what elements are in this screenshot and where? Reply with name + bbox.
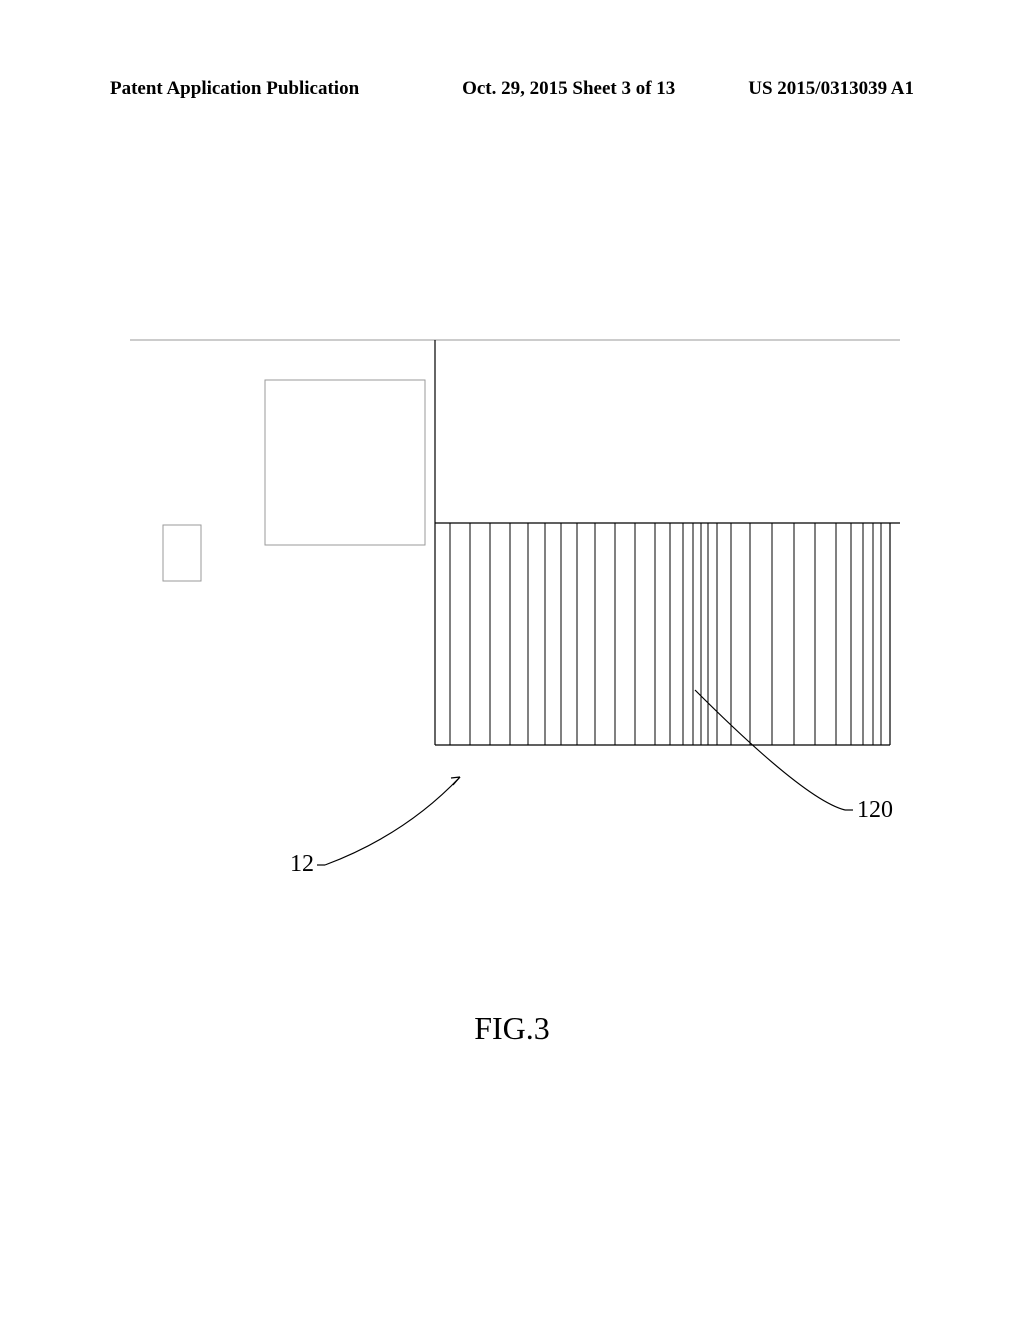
page-header: Patent Application Publication Oct. 29, … <box>0 78 1024 100</box>
svg-text:12: 12 <box>290 851 314 877</box>
publication-number: US 2015/0313039 A1 <box>748 78 914 100</box>
publication-label: Patent Application Publication <box>110 78 359 100</box>
figure-caption: FIG.3 <box>0 1010 1024 1047</box>
svg-text:120: 120 <box>857 797 893 823</box>
patent-figure-diagram: 12 120 <box>125 335 900 935</box>
diagram-svg: 12 120 <box>125 335 900 935</box>
date-sheet-label: Oct. 29, 2015 Sheet 3 of 13 <box>462 78 675 100</box>
